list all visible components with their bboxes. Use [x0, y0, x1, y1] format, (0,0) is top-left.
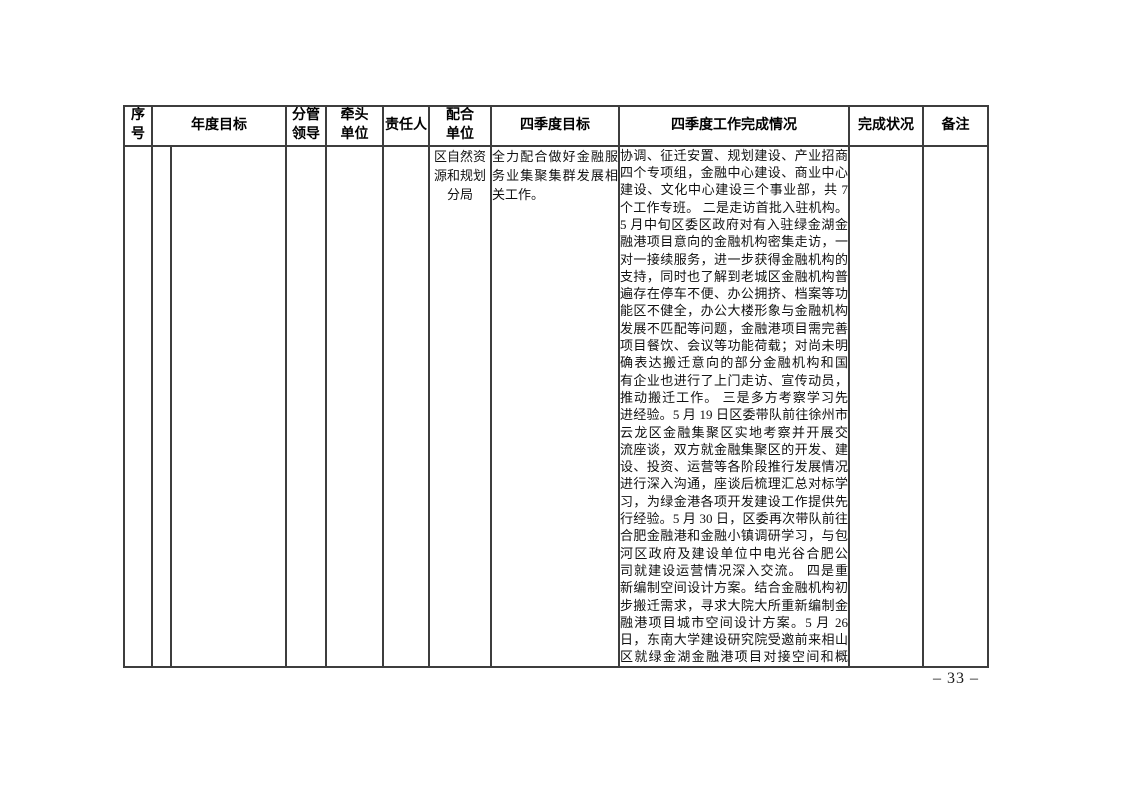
text-line: 协调、征迁安置、规划建设、产业招商 [620, 147, 848, 163]
text-line: 云龙区金融集聚区实地考察并开展交 [620, 424, 848, 440]
text-line: 全力配合做好金融服 [492, 148, 618, 164]
text-line: 区就绿金湖金融港项目对接空间和概 [620, 649, 848, 665]
text-line: 个工作专班。 二是走访首批入驻机构。 [620, 199, 848, 215]
cell-completion-status [848, 144, 924, 668]
text-line: 习，为绿金港各项开发建设工作提供先 [620, 493, 848, 509]
col-header-completion-status: 完成状况 [848, 105, 924, 147]
text-line: 日，东南大学建设研究院受邀前来相山 [620, 632, 848, 648]
text-line: 分局 [446, 186, 473, 202]
cell-q4-completion: 协调、征迁安置、规划建设、产业招商 四个专项组，金融中心建设、商业中心 建设、文化中… [618, 144, 850, 668]
cell-sub-serial [151, 144, 172, 668]
text-line: 建设、文化中心建设三个事业部，共 7 [620, 182, 848, 198]
text-line: 支持，同时也了解到老城区金融机构普 [620, 268, 848, 284]
text-line: 河区政府及建设单位中电光谷合肥公 [620, 545, 848, 561]
cell-serial [123, 144, 153, 668]
text-line: 设、投资、运营等各阶段推行发展情况 [620, 459, 848, 475]
col-header-lead-unit: 牵头单位 [325, 105, 384, 147]
text-line: 对一接续服务，进一步获得金融机构的 [620, 251, 848, 267]
quarterly-report-table: 序号 年度目标 分管领导 牵头单位 责任人 配合单位 四季度目标 四季度工作完成… [123, 105, 989, 668]
col-header-q4-goal: 四季度目标 [490, 105, 620, 147]
col-header-annual-goal: 年度目标 [151, 105, 287, 147]
col-header-responsible: 责任人 [382, 105, 430, 147]
cell-remarks [922, 144, 989, 668]
text-line: 进经验。5 月 19 日区委带队前往徐州市 [620, 407, 848, 423]
text-line: 融港项目城市空间设计方案。5 月 26 [620, 614, 848, 630]
text-line: 新编制空间设计方案。结合金融机构初 [620, 580, 848, 596]
text-line: 合肥金融港和金融小镇调研学习，与包 [620, 528, 848, 544]
cell-q4-goal: 全力配合做好金融服 务业集聚集群发展相 关工作。 [490, 144, 620, 668]
col-header-remarks: 备注 [922, 105, 989, 147]
table-header-row: 序号 年度目标 分管领导 牵头单位 责任人 配合单位 四季度目标 四季度工作完成… [123, 105, 989, 147]
text-line: 确表达搬迁意向的部分金融机构和国 [620, 355, 848, 371]
cell-lead-unit [325, 144, 384, 668]
text-line: 源和规划 [433, 167, 486, 183]
cell-responsible [382, 144, 430, 668]
col-header-serial-label: 序号 [130, 108, 145, 142]
col-header-cooperating-unit: 配合单位 [428, 105, 492, 147]
text-line: 项目餐饮、会议等功能荷载；对尚未明 [620, 338, 848, 354]
text-line: 关工作。 [492, 186, 545, 202]
table-row: 区自然资源和规划分局 全力配合做好金融服 务业集聚集群发展相 关工作。 协调、征迁安… [123, 144, 989, 668]
text-line: 融港项目意向的金融机构密集走访，一 [620, 234, 848, 250]
text-line: 步搬迁需求，寻求大院大所重新编制金 [620, 597, 848, 613]
text-line: 司就建设运营情况深入交流。 四是重 [620, 562, 848, 578]
col-header-leader: 分管领导 [285, 105, 327, 147]
cell-cooperating-unit: 区自然资源和规划分局 [428, 144, 492, 668]
text-line: 务业集聚集群发展相 [492, 167, 618, 183]
text-line: 5 月中旬区委区政府对有入驻绿金湖金 [620, 216, 848, 232]
text-line: 能区不健全，办公大楼形象与金融机构 [620, 303, 848, 319]
cell-annual-goal [170, 144, 287, 668]
cell-leader [285, 144, 327, 668]
page-number: – 33 – [933, 670, 979, 687]
text-line: 发展不匹配等问题，金融港项目需完善 [620, 320, 848, 336]
text-line: 推动搬迁工作。 三是多方考察学习先 [620, 389, 848, 405]
text-line: 进行深入沟通，座谈后梳理汇总对标学 [620, 476, 848, 492]
text-line: 遍存在停车不便、办公拥挤、档案等功 [620, 286, 848, 302]
text-line: 有企业也进行了上门走访、宣传动员， [620, 372, 848, 388]
text-line: 行经验。5 月 30 日，区委再次带队前往 [620, 511, 848, 527]
text-line: 四个专项组，金融中心建设、商业中心 [620, 165, 848, 181]
text-line: 区自然资 [433, 148, 486, 164]
col-header-q4-completion: 四季度工作完成情况 [618, 105, 850, 147]
col-header-serial: 序号 [123, 105, 153, 147]
text-line: 流座谈，双方就金融集聚区的开发、建 [620, 441, 848, 457]
